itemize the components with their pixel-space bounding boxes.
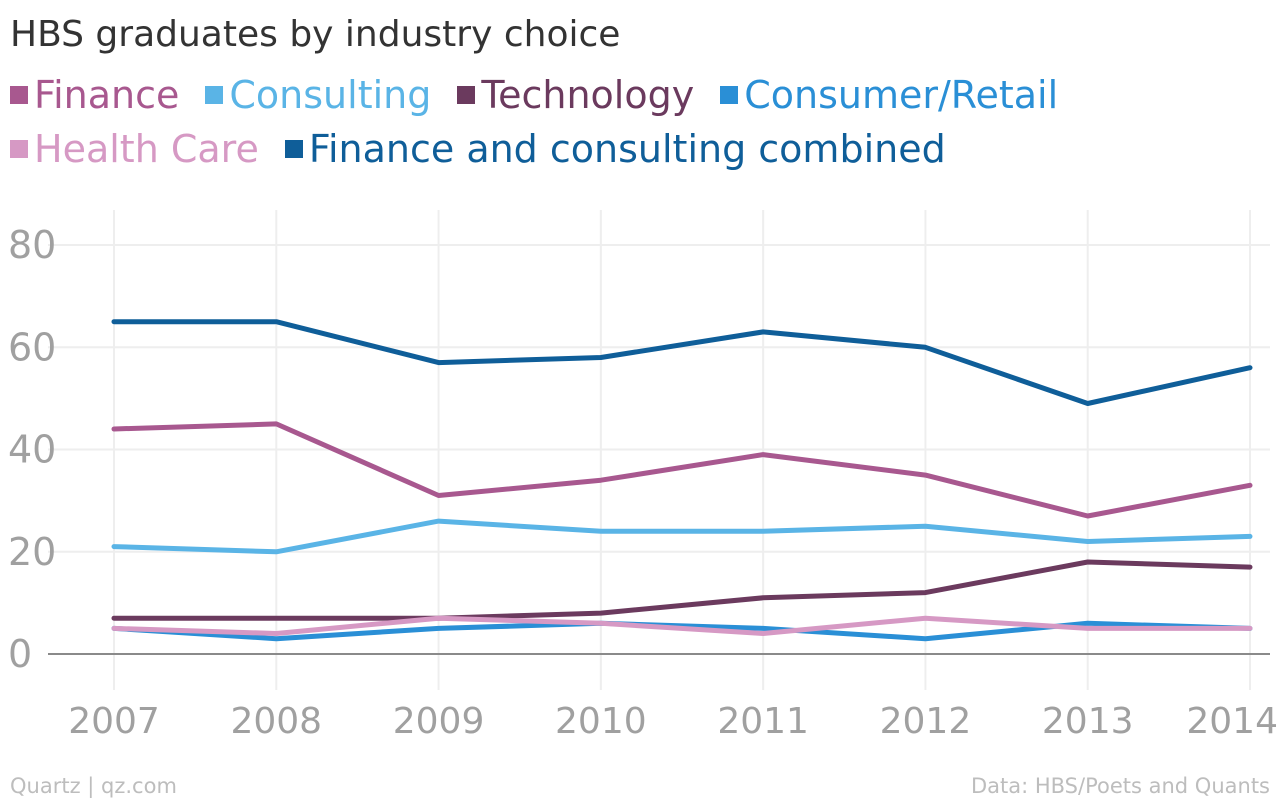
series-line-technology (111, 559, 1253, 621)
x-tick-label: 2009 (393, 701, 485, 742)
legend-swatch (457, 86, 476, 104)
x-tick-label: 2008 (230, 701, 322, 742)
legend-item-finance: Finance (10, 72, 179, 118)
y-tick-label: 40 (8, 428, 56, 472)
chart-title: HBS graduates by industry choice (10, 14, 621, 55)
y-tick-label: 80 (8, 223, 56, 267)
legend-label: Finance and consulting combined (308, 127, 946, 171)
footer-source-right: Data: HBS/Poets and Quants (970, 774, 1270, 798)
legend-label: Finance (34, 73, 180, 117)
series-line-health-care (111, 615, 1253, 636)
legend-label: Health Care (34, 127, 259, 171)
x-tick-label: 2013 (1042, 701, 1134, 742)
legend-label: Technology (481, 73, 695, 117)
x-tick-label: 2007 (68, 701, 160, 742)
gridlines (48, 210, 1270, 690)
legend-item-health-care: Health Care (10, 126, 259, 172)
legend-swatch (205, 86, 224, 104)
y-tick-label: 0 (8, 632, 32, 676)
x-tick-label: 2014 (1186, 701, 1278, 742)
legend-item-consulting: Consulting (205, 72, 431, 118)
legend-swatch (720, 86, 739, 104)
legend: Finance Consulting Technology Consumer/Reta… (10, 72, 1210, 172)
axis-labels: 0 20 40 60 80 2007 2008 2009 2010 2011 2012 2013 201… (8, 223, 1278, 742)
y-tick-label: 20 (8, 530, 56, 574)
y-tick-label: 60 (8, 325, 56, 369)
legend-label: Consumer/Retail (744, 73, 1059, 117)
legend-item-technology: Technology (457, 72, 694, 118)
series-lines (111, 319, 1253, 642)
legend-swatch (284, 140, 303, 158)
legend-swatch (10, 86, 28, 104)
series-line-finance-and-consulting-combined (111, 319, 1253, 406)
series-line-consulting (111, 518, 1253, 555)
legend-item-consumer-retail: Consumer/Retail (720, 72, 1058, 118)
legend-swatch (10, 140, 28, 158)
series-line-finance (111, 421, 1253, 519)
footer-source-left: Quartz | qz.com (10, 774, 177, 798)
x-tick-label: 2011 (717, 701, 809, 742)
legend-item-finance-and-consulting-combined: Finance and consulting combined (284, 126, 946, 172)
x-tick-label: 2012 (880, 701, 972, 742)
legend-label: Consulting (229, 73, 432, 117)
x-tick-label: 2010 (555, 701, 647, 742)
